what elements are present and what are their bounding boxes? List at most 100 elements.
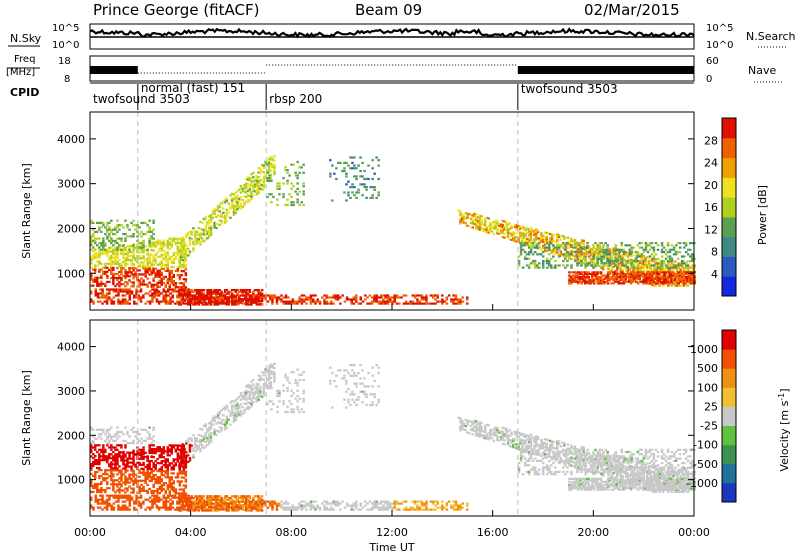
- power-cell: [580, 251, 583, 254]
- power-cell: [664, 248, 668, 251]
- power-cell: [670, 257, 674, 260]
- power-cell: [524, 229, 527, 232]
- power-cell: [582, 262, 585, 265]
- power-cell: [650, 253, 654, 256]
- power-cell: [582, 253, 585, 257]
- power-cell: [586, 244, 589, 248]
- power-cell: [667, 284, 670, 287]
- power-cell: [172, 275, 175, 279]
- power-cell: [355, 294, 358, 297]
- power-cell: [575, 271, 578, 274]
- power-cell: [658, 280, 661, 283]
- velocity-cell: [150, 491, 153, 495]
- power-cell: [441, 302, 444, 305]
- velocity-cell: [124, 483, 127, 486]
- power-cell: [160, 271, 163, 274]
- power-cell: [621, 279, 624, 282]
- velocity-cell: [336, 500, 340, 503]
- power-cell: [601, 280, 605, 283]
- velocity-cell: [241, 508, 245, 511]
- power-cell: [413, 294, 417, 297]
- power-cell: [132, 263, 135, 266]
- velocity-cell: [114, 479, 117, 482]
- power-cell: [209, 213, 213, 216]
- power-cell: [122, 260, 125, 264]
- velocity-cell: [236, 498, 239, 501]
- power-cell: [510, 226, 513, 229]
- velocity-cell: [96, 467, 99, 470]
- power-cell: [642, 256, 645, 260]
- power-cell: [238, 294, 241, 297]
- power-cell: [246, 183, 250, 186]
- power-cell: [580, 262, 583, 265]
- power-cell: [531, 259, 535, 263]
- power-cell: [204, 216, 207, 219]
- power-cell: [357, 164, 360, 167]
- power-cell: [459, 214, 462, 217]
- power-cell: [371, 167, 374, 170]
- power-cell: [540, 236, 543, 239]
- velocity-cell: [158, 470, 161, 473]
- power-cell: [118, 270, 121, 274]
- power-cell: [199, 243, 202, 246]
- power-cell: [112, 228, 115, 231]
- velocity-cell: [271, 504, 274, 507]
- velocity-cell: [245, 507, 248, 510]
- power-cell: [98, 248, 101, 251]
- power-cell: [176, 245, 180, 248]
- power-cell: [181, 243, 185, 246]
- velocity-cell: [138, 461, 141, 464]
- power-cell: [584, 262, 587, 265]
- power-cell: [302, 190, 305, 193]
- velocity-cell: [239, 495, 243, 498]
- power-cell: [160, 279, 163, 282]
- power-cell: [176, 265, 180, 269]
- power-cell: [140, 221, 143, 224]
- power-cell: [246, 292, 250, 295]
- power-cell: [132, 275, 135, 278]
- power-cell: [681, 284, 684, 287]
- power-cell: [208, 294, 211, 297]
- velocity-cell: [323, 504, 326, 507]
- power-cell: [206, 221, 209, 224]
- power-cell: [234, 209, 237, 212]
- power-cell: [250, 296, 253, 299]
- power-cell: [425, 296, 428, 299]
- power-cell: [395, 302, 399, 305]
- power-cell: [533, 246, 537, 249]
- power-cell: [576, 255, 579, 258]
- power-cell: [575, 274, 578, 277]
- power-cell: [190, 233, 193, 236]
- power-cell: [223, 216, 227, 220]
- power-colorbar-tick-2: 12: [704, 223, 718, 236]
- power-cell: [462, 217, 466, 220]
- power-cell: [648, 255, 652, 258]
- power-cell: [622, 280, 626, 283]
- power-cell: [248, 296, 252, 299]
- power-cell: [186, 296, 190, 299]
- velocity-cell: [114, 463, 117, 466]
- power-cell: [221, 296, 224, 299]
- power-cell: [531, 253, 535, 256]
- power-cell: [347, 180, 350, 183]
- power-cell: [170, 255, 173, 258]
- velocity-cell: [234, 507, 237, 510]
- power-cell: [569, 280, 573, 283]
- velocity-cell: [110, 475, 113, 478]
- velocity-cell: [452, 506, 455, 509]
- power-cell: [255, 182, 259, 185]
- power-cell: [503, 236, 506, 239]
- power-cell: [620, 248, 623, 251]
- power-cell: [253, 289, 257, 292]
- power-cell: [144, 259, 147, 262]
- cpid-segment-label-1: normal (fast) 151: [141, 81, 245, 95]
- power-cell: [373, 300, 376, 303]
- power-cell: [130, 271, 133, 274]
- power-cell: [689, 274, 693, 277]
- velocity-cell: [104, 471, 107, 474]
- power-cell: [130, 235, 133, 238]
- power-cell: [124, 302, 127, 305]
- power-cell: [630, 264, 634, 267]
- velocity-cell: [136, 461, 139, 464]
- power-cell: [663, 274, 666, 277]
